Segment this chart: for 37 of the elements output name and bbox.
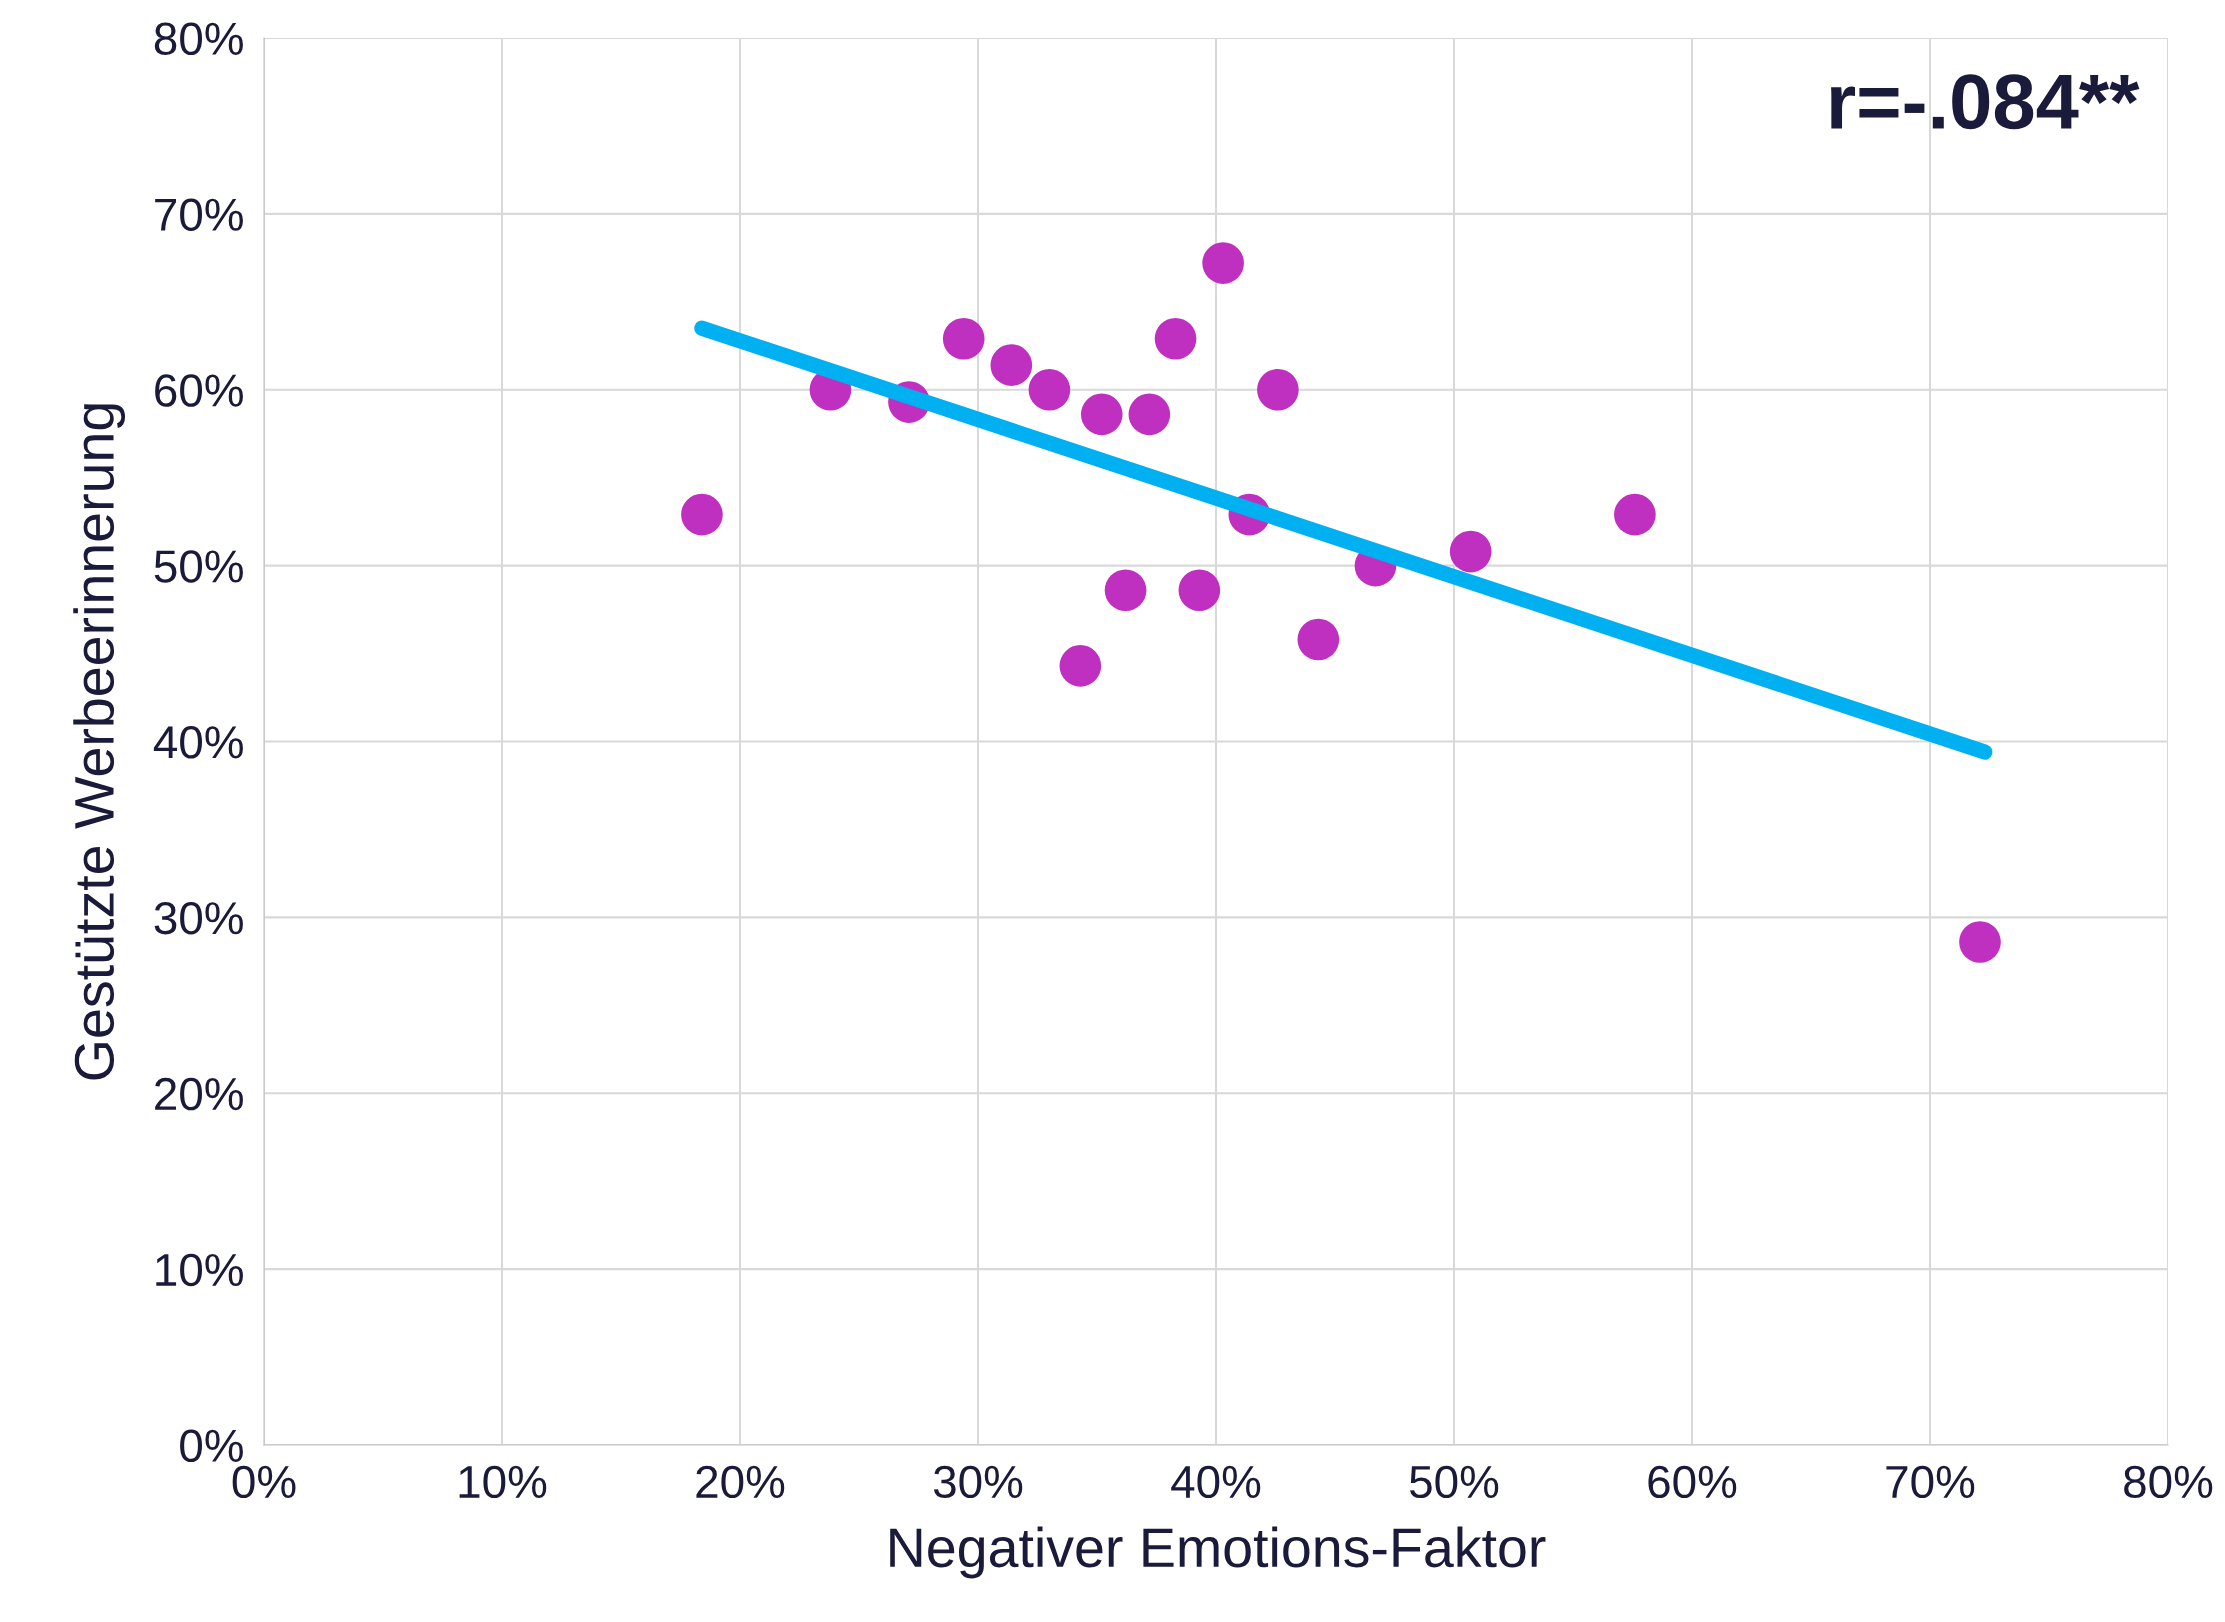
x-tick-label: 80% <box>2124 1465 2213 1499</box>
x-tick-label: 30% <box>933 1465 1023 1499</box>
x-tick-label: 50% <box>1409 1465 1499 1499</box>
y-tick-label: 80% <box>154 22 243 56</box>
y-tick-label: 40% <box>153 726 243 759</box>
y-axis-title: Gestützte Werbeerinnerung <box>73 404 126 1080</box>
point <box>1449 530 1492 573</box>
y-tick-label: 50% <box>154 550 243 583</box>
point <box>681 493 723 536</box>
x-tick-label: 0% <box>232 1465 296 1499</box>
x-tick-label: 20% <box>696 1465 785 1499</box>
y-tick-label: 30% <box>154 901 243 935</box>
y-tick-label: 0% <box>180 1429 243 1463</box>
y-tick-label: 20% <box>155 1077 243 1111</box>
point <box>1959 921 2001 963</box>
point <box>942 317 985 360</box>
y-tick-label: 70% <box>155 198 243 231</box>
point <box>1154 317 1197 360</box>
point <box>1202 242 1244 284</box>
point <box>1614 493 1656 536</box>
point <box>1059 645 1102 687</box>
point <box>1128 393 1171 436</box>
point <box>1178 569 1221 612</box>
x-tick-label: 70% <box>1886 1465 1975 1499</box>
y-tick-label: 60% <box>155 374 243 407</box>
y-tick-label: 10% <box>156 1253 243 1287</box>
annotation: r=-.084** <box>1831 74 2140 130</box>
x-tick-label: 10% <box>459 1465 547 1499</box>
x-axis-title: Negativer Emotions-Faktor <box>890 1526 1546 1579</box>
point <box>1297 618 1340 661</box>
point <box>1028 368 1071 411</box>
x-tick-label: 40% <box>1171 1465 1261 1499</box>
point <box>1104 569 1147 612</box>
x-tick-label: 60% <box>1648 1465 1737 1499</box>
point <box>990 344 1033 386</box>
point <box>1080 393 1123 436</box>
point <box>1257 368 1299 411</box>
